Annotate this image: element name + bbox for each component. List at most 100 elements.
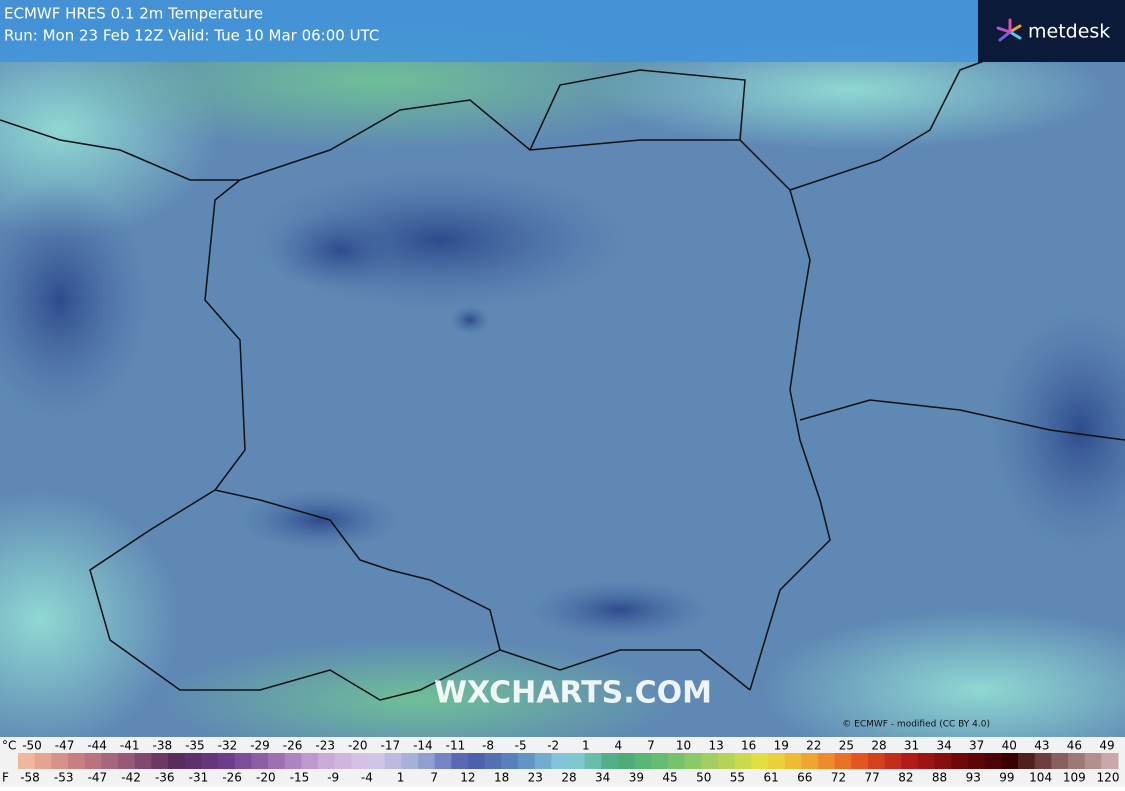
subtitle: Run: Mon 23 Feb 12Z Valid: Tue 10 Mar 06… bbox=[4, 27, 379, 45]
celsius-label: -23 bbox=[315, 739, 335, 753]
color-swatch bbox=[834, 753, 852, 769]
fahrenheit-label: 82 bbox=[898, 771, 913, 785]
celsius-label: -17 bbox=[381, 739, 401, 753]
fahrenheit-label: -47 bbox=[88, 771, 108, 785]
celsius-label: 31 bbox=[904, 739, 919, 753]
color-swatch bbox=[68, 753, 86, 769]
fahrenheit-label: 45 bbox=[662, 771, 677, 785]
color-swatch bbox=[301, 753, 319, 769]
watermark: WXCHARTS.COM bbox=[434, 676, 712, 711]
celsius-label: 34 bbox=[936, 739, 951, 753]
color-swatch bbox=[284, 753, 302, 769]
fahrenheit-label: 61 bbox=[763, 771, 778, 785]
celsius-label: -41 bbox=[120, 739, 140, 753]
color-swatch bbox=[134, 753, 152, 769]
fahrenheit-label: 50 bbox=[696, 771, 711, 785]
color-swatch bbox=[818, 753, 836, 769]
celsius-label: -26 bbox=[283, 739, 303, 753]
celsius-label: 25 bbox=[839, 739, 854, 753]
color-swatch bbox=[951, 753, 969, 769]
celsius-label: -50 bbox=[22, 739, 42, 753]
fahrenheit-label: 39 bbox=[629, 771, 644, 785]
color-swatch bbox=[151, 753, 169, 769]
fahrenheit-label: 18 bbox=[494, 771, 509, 785]
celsius-label: 46 bbox=[1067, 739, 1082, 753]
celsius-label: -44 bbox=[87, 739, 107, 753]
fahrenheit-label: -20 bbox=[256, 771, 276, 785]
color-swatch bbox=[768, 753, 786, 769]
fahrenheit-label: 99 bbox=[999, 771, 1014, 785]
color-swatch bbox=[668, 753, 686, 769]
color-swatch bbox=[684, 753, 702, 769]
color-swatch bbox=[34, 753, 52, 769]
color-swatch bbox=[84, 753, 102, 769]
color-swatch bbox=[801, 753, 819, 769]
celsius-label: -35 bbox=[185, 739, 205, 753]
color-swatch bbox=[851, 753, 869, 769]
logo-icon bbox=[996, 18, 1022, 42]
fahrenheit-label: 34 bbox=[595, 771, 610, 785]
color-swatch bbox=[618, 753, 636, 769]
celsius-label: 22 bbox=[806, 739, 821, 753]
header: ECMWF HRES 0.1 2m Temperature Run: Mon 2… bbox=[0, 0, 1125, 62]
celsius-label: 49 bbox=[1099, 739, 1114, 753]
color-swatch bbox=[1018, 753, 1036, 769]
color-swatch bbox=[551, 753, 569, 769]
fahrenheit-label: 23 bbox=[528, 771, 543, 785]
color-swatch bbox=[984, 753, 1002, 769]
celsius-label: -11 bbox=[446, 739, 466, 753]
fahrenheit-label: -53 bbox=[54, 771, 74, 785]
fahrenheit-label: 12 bbox=[460, 771, 475, 785]
color-swatch bbox=[701, 753, 719, 769]
color-swatch bbox=[584, 753, 602, 769]
fahrenheit-unit: F bbox=[2, 771, 9, 785]
celsius-label: -5 bbox=[515, 739, 527, 753]
color-swatch bbox=[418, 753, 436, 769]
color-swatch bbox=[334, 753, 352, 769]
fahrenheit-label: -31 bbox=[189, 771, 209, 785]
color-swatch bbox=[1001, 753, 1019, 769]
fahrenheit-label: -26 bbox=[222, 771, 242, 785]
color-swatch bbox=[234, 753, 252, 769]
map bbox=[0, 0, 1125, 770]
celsius-label: 19 bbox=[774, 739, 789, 753]
celsius-label: 7 bbox=[647, 739, 655, 753]
color-swatch bbox=[968, 753, 986, 769]
color-swatch bbox=[1034, 753, 1052, 769]
fahrenheit-label: 55 bbox=[730, 771, 745, 785]
color-swatch bbox=[51, 753, 69, 769]
color-swatch bbox=[451, 753, 469, 769]
celsius-label: -8 bbox=[482, 739, 494, 753]
celsius-label: 40 bbox=[1002, 739, 1017, 753]
celsius-label: 4 bbox=[615, 739, 623, 753]
celsius-label: -2 bbox=[547, 739, 559, 753]
borders bbox=[0, 54, 1125, 701]
color-swatch bbox=[568, 753, 586, 769]
color-swatch bbox=[18, 753, 36, 769]
celsius-label: -38 bbox=[152, 739, 172, 753]
fahrenheit-label: -36 bbox=[155, 771, 175, 785]
color-swatch bbox=[484, 753, 502, 769]
fahrenheit-label: -15 bbox=[290, 771, 310, 785]
color-swatch bbox=[634, 753, 652, 769]
color-swatch bbox=[918, 753, 936, 769]
fahrenheit-label: 77 bbox=[865, 771, 880, 785]
color-swatch bbox=[468, 753, 486, 769]
celsius-unit: °C bbox=[2, 739, 16, 753]
color-swatch bbox=[734, 753, 752, 769]
celsius-label: 43 bbox=[1034, 739, 1049, 753]
color-swatch bbox=[401, 753, 419, 769]
fahrenheit-label: 1 bbox=[397, 771, 405, 785]
fahrenheit-label: 109 bbox=[1063, 771, 1086, 785]
fahrenheit-label: -4 bbox=[361, 771, 373, 785]
fahrenheit-label: 72 bbox=[831, 771, 846, 785]
celsius-label: -20 bbox=[348, 739, 368, 753]
color-swatch bbox=[718, 753, 736, 769]
color-swatch bbox=[1101, 753, 1119, 769]
fahrenheit-label: 28 bbox=[561, 771, 576, 785]
color-swatch bbox=[884, 753, 902, 769]
logo-text[interactable]: metdesk bbox=[1028, 21, 1110, 43]
color-swatch bbox=[868, 753, 886, 769]
color-swatch bbox=[168, 753, 186, 769]
